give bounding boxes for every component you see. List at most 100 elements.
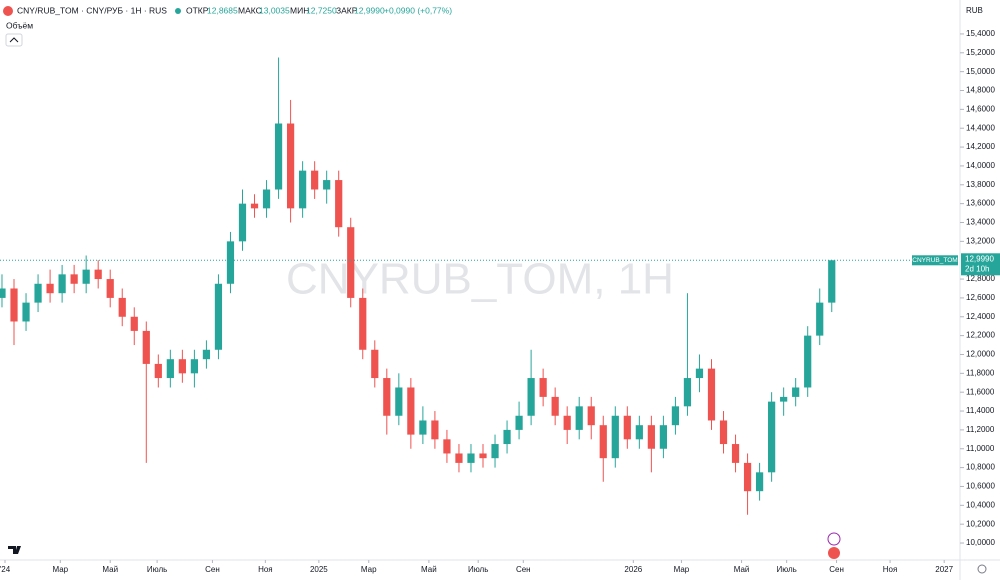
candle-body [683, 378, 692, 407]
collapse-icon [9, 37, 19, 43]
candle-body [335, 180, 343, 228]
y-tick-label: 12,8000 [966, 274, 995, 283]
candle-body [395, 387, 403, 416]
candle-body [563, 415, 571, 430]
y-tick-label: 10,4000 [966, 500, 995, 509]
candle-body [695, 368, 704, 379]
y-tick-label: 13,4000 [966, 218, 995, 227]
x-tick-label: 2026 [624, 565, 642, 574]
last-symbol: CNYRUB_TOM [912, 257, 957, 264]
candle-body [190, 359, 199, 374]
change-value: +0,0990 (+0,77%) [384, 5, 452, 15]
x-tick-label: Сен [205, 565, 220, 574]
candle-body [299, 170, 307, 209]
candle-body [527, 378, 535, 416]
x-tick-label: Май [421, 565, 437, 574]
candle-body [58, 274, 66, 294]
candle-body [10, 288, 18, 322]
currency-button[interactable] [962, 4, 984, 18]
candle-body [94, 269, 102, 280]
y-tick-label: 10,6000 [966, 482, 995, 491]
close-value: 12,9990 [354, 5, 385, 15]
x-tick-label: '24 [0, 565, 11, 574]
y-tick-label: 14,6000 [966, 104, 995, 113]
candle-body [719, 420, 728, 445]
open-label: ОТКР [186, 5, 209, 15]
x-tick-label: Май [734, 565, 750, 574]
candle-body [214, 283, 223, 350]
event-icon[interactable] [827, 532, 841, 546]
candle-body [70, 274, 78, 284]
high-value: 13,0035 [259, 5, 290, 15]
logo [8, 546, 21, 554]
symbol-icon [3, 6, 13, 16]
y-tick-label: 11,6000 [966, 387, 995, 396]
candle-body [804, 335, 812, 388]
high-label: МАКС [238, 5, 262, 15]
candle-body [371, 349, 379, 379]
candle-body [166, 359, 174, 379]
y-tick-label: 14,2000 [966, 142, 995, 151]
settings-icon[interactable] [977, 564, 987, 574]
candle-body [515, 415, 523, 430]
candle-body [431, 420, 439, 440]
candle-body [142, 330, 150, 364]
candle-body [635, 425, 643, 440]
candle-body [467, 453, 475, 463]
y-tick-label: 13,2000 [966, 236, 995, 245]
candle-body [82, 269, 90, 284]
y-tick-label: 12,6000 [966, 293, 995, 302]
dividend-icon[interactable] [828, 547, 840, 559]
y-tick-label: 11,8000 [966, 368, 995, 377]
last-symbol-box [912, 255, 958, 266]
candle-body [455, 453, 463, 463]
candle-body [419, 420, 427, 435]
candle-body [587, 406, 595, 426]
candle-body [154, 363, 162, 379]
y-tick-label: 10,2000 [966, 519, 995, 528]
candle-body [274, 123, 283, 190]
y-tick-label: 15,2000 [966, 48, 995, 57]
candle-body [611, 415, 619, 459]
candle-body [780, 396, 788, 402]
y-tick-label: 12,0000 [966, 350, 995, 359]
candle-body [599, 425, 607, 459]
candle-body [178, 359, 186, 374]
candle-body [792, 387, 800, 397]
low-label: МИН [290, 5, 309, 15]
candle-body [491, 444, 499, 459]
x-tick-label: 2025 [310, 565, 328, 574]
candle-body [623, 415, 631, 440]
x-tick-label: Июль [776, 565, 796, 574]
candle-body [262, 189, 271, 209]
open-value: 12,8685 [207, 5, 238, 15]
y-tick-label: 12,2000 [966, 331, 995, 340]
y-tick-label: 12,4000 [966, 312, 995, 321]
candle-body [768, 401, 776, 473]
x-tick-label: Мар [52, 565, 68, 574]
y-tick-label: 10,8000 [966, 463, 995, 472]
candle-body [250, 203, 259, 209]
symbol-title: CNY/RUB_TOM · CNY/РУБ · 1H · RUS [17, 5, 167, 15]
candle-body [323, 180, 331, 190]
candle-body [226, 241, 235, 284]
candle-body [106, 279, 114, 298]
collapse-button[interactable] [5, 33, 23, 47]
y-tick-label: 11,2000 [966, 425, 995, 434]
x-tick-label: Сен [829, 565, 844, 574]
candle-body [359, 297, 367, 350]
candle-body [22, 302, 30, 322]
y-tick-label: 15,4000 [966, 29, 995, 38]
x-tick-label: Сен [516, 565, 531, 574]
y-tick-label: 11,4000 [966, 406, 995, 415]
y-tick-label: 13,6000 [966, 199, 995, 208]
candle-body [347, 227, 355, 298]
candle-body [707, 368, 716, 421]
candle-body [479, 453, 487, 459]
y-tick-label: 13,8000 [966, 180, 995, 189]
candle-body [130, 316, 138, 331]
x-tick-label: Мар [674, 565, 690, 574]
candle-body [816, 302, 824, 336]
